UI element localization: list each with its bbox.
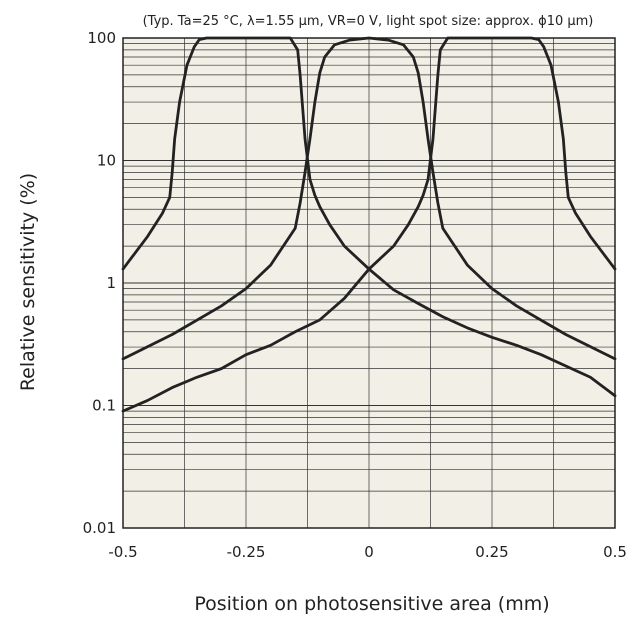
grid [123,38,615,528]
y-tick-labels: 0.01 0.1 1 10 100 [83,29,116,537]
y-tick-label: 0.1 [92,397,116,415]
plot-frame [122,37,616,529]
x-tick-label: -0.5 [108,543,137,561]
y-tick-label: 10 [97,152,116,170]
y-tick-label: 100 [87,29,116,47]
series-line-3 [121,36,617,413]
x-tick-label: 0 [364,543,374,561]
series-line-1 [121,36,617,398]
y-tick-label: 1 [106,274,116,292]
x-tick-label: -0.25 [227,543,266,561]
y-axis-title: Relative sensitivity (%) [17,173,39,391]
x-axis-title: Position on photosensitive area (mm) [194,593,549,615]
x-tick-label: 0.5 [603,543,627,561]
x-tick-labels: -0.5 -0.25 0 0.25 0.5 [108,543,627,561]
x-tick-label: 0.25 [475,543,508,561]
y-tick-label: 0.01 [83,519,116,537]
chart-annotation: (Typ. Ta=25 °C, λ=1.55 μm, VR=0 V, light… [143,14,594,29]
